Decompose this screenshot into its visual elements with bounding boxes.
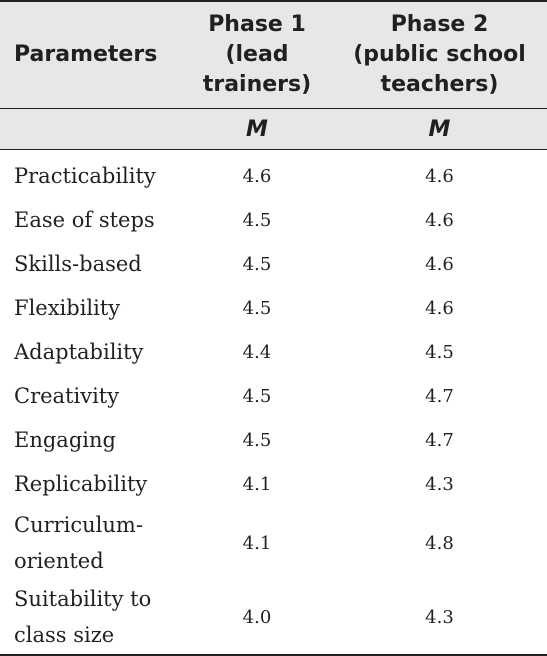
phase1-mean-cell: 4.1 (242, 532, 272, 554)
phase2-header-line-3: teachers) (380, 72, 499, 97)
phase2-header-line-1: Phase 2 (390, 12, 489, 37)
parameter-line-1: Curriculum- (14, 513, 143, 537)
phase2-mean-cell: 4.3 (425, 473, 454, 495)
phase1-mean-cell: 4.4 (242, 341, 272, 363)
phase2-mean-cell: 4.6 (425, 165, 454, 187)
phase1-mean-cell: 4.0 (182, 580, 332, 656)
table-row: Suitability to class size 4.0 4.3 (0, 580, 547, 656)
parameter-cell: Skills-based (14, 252, 142, 276)
phase1-header-line-1: Phase 1 (208, 12, 306, 37)
table-row: Creativity 4.5 4.7 (0, 374, 547, 418)
table-row: Skills-based 4.5 4.6 (0, 242, 547, 286)
phase1-mean-cell: 4.5 (242, 253, 272, 275)
parameters-column-header: Parameters (0, 1, 182, 109)
empty-subheader-cell (0, 108, 182, 150)
phase1-mean-cell: 4.5 (242, 385, 272, 407)
phase2-header-line-2: (public school (353, 42, 526, 67)
phase1-mean-cell: 4.5 (242, 429, 272, 451)
table-row: Adaptability 4.4 4.5 (0, 330, 547, 374)
mean-subheader-row: M M (0, 108, 547, 150)
parameter-cell: Replicability (14, 472, 148, 496)
phase2-mean-cell: 4.5 (425, 341, 454, 363)
table-row: Curriculum- oriented 4.1 4.8 (0, 506, 547, 580)
table-row: Engaging 4.5 4.7 (0, 418, 547, 462)
phase2-mean-cell: 4.8 (425, 532, 454, 554)
phase1-header-line-2: (lead (225, 42, 289, 67)
parameter-cell: Flexibility (14, 296, 121, 320)
parameter-line-2: oriented (14, 549, 104, 573)
parameter-cell: Ease of steps (14, 208, 155, 232)
phase1-mean-cell: 4.1 (242, 473, 272, 495)
phase2-mean-cell: 4.3 (332, 580, 547, 656)
header-row: Parameters Phase 1 (lead trainers) Phase… (0, 1, 547, 109)
parameter-line-2: class size (14, 623, 115, 647)
phase2-mean-cell: 4.6 (425, 209, 454, 231)
parameter-cell: Creativity (14, 384, 120, 408)
phase2-mean-cell: 4.6 (425, 297, 454, 319)
phase1-header-line-3: trainers) (202, 72, 312, 97)
table-row: Ease of steps 4.5 4.6 (0, 198, 547, 242)
parameter-line-1: Suitability to (14, 587, 152, 611)
phase1-mean-cell: 4.5 (242, 297, 272, 319)
phase1-mean-subheader: M (182, 108, 332, 150)
phase2-mean-cell: 4.7 (425, 385, 454, 407)
table-row: Flexibility 4.5 4.6 (0, 286, 547, 330)
phase2-mean-cell: 4.6 (425, 253, 454, 275)
parameter-cell: Practicability (14, 164, 156, 188)
parameter-cell: Suitability to class size (0, 580, 182, 656)
phase2-mean-subheader: M (332, 108, 547, 150)
phase1-mean-cell: 4.5 (242, 209, 272, 231)
parameter-cell: Adaptability (14, 340, 144, 364)
table-body: Practicability 4.6 4.6 Ease of steps 4.5… (0, 150, 547, 656)
phase1-mean-cell: 4.6 (242, 165, 272, 187)
table-row: Practicability 4.6 4.6 (0, 150, 547, 199)
table-row: Replicability 4.1 4.3 (0, 462, 547, 506)
phase1-column-header: Phase 1 (lead trainers) (182, 1, 332, 109)
parameter-cell: Curriculum- oriented (0, 506, 182, 580)
parameter-cell: Engaging (14, 428, 116, 452)
phase2-mean-cell: 4.7 (425, 429, 454, 451)
table-header: Parameters Phase 1 (lead trainers) Phase… (0, 1, 547, 150)
phase2-column-header: Phase 2 (public school teachers) (332, 1, 547, 109)
